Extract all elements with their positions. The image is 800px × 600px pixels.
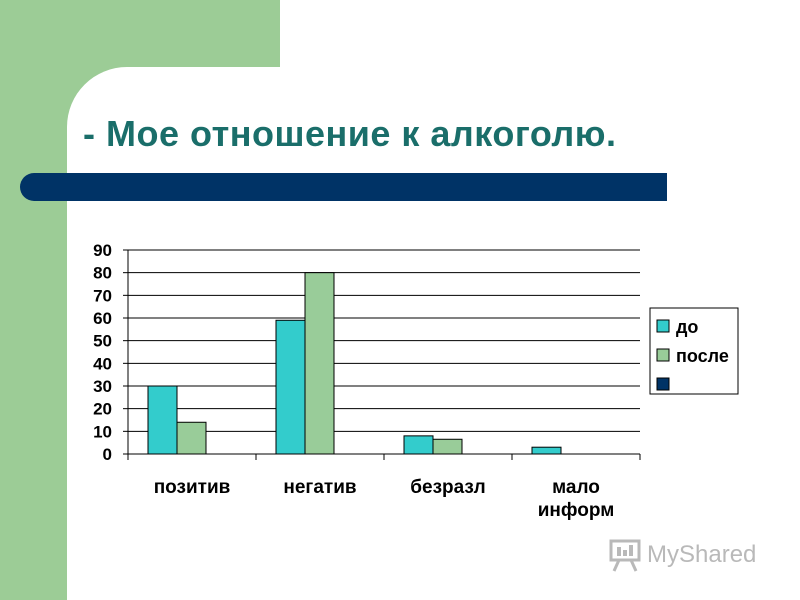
bar-до-безразл [403,435,434,455]
y-tick-label: 60 [93,309,112,328]
x-category-label: безразл [410,477,485,498]
x-category-label: негатив [283,477,356,498]
y-tick-label: 10 [93,422,112,441]
title-underline-bar [20,173,667,201]
y-tick-label: 50 [93,332,112,351]
legend-swatch [656,319,670,333]
bar-до-позитив [147,385,178,455]
y-tick-label: 90 [93,241,112,260]
background-green-strip [0,0,67,600]
y-tick-label: 40 [93,354,112,373]
x-category-label: мало [552,477,600,498]
x-category-label: позитив [154,477,231,498]
x-category-label: информ [538,500,615,521]
legend-label: до [676,317,698,337]
y-tick-label: 70 [93,286,112,305]
legend-swatch [656,377,670,391]
slide-title: - Мое отношение к алкоголю. [83,113,617,154]
y-tick-label: 0 [103,445,112,464]
bar-до-мало-информ [531,446,562,455]
watermark: MyShared [607,538,756,572]
y-tick-label: 20 [93,400,112,419]
watermark-text: MyShared [647,541,757,568]
bar-после-негатив [304,272,335,455]
legend-label: после [676,346,729,366]
bar-после-безразл [432,438,463,455]
y-tick-label: 30 [93,377,112,396]
bar-до-негатив [275,319,306,455]
presentation-board-icon [609,539,641,572]
y-tick-label: 80 [93,264,112,283]
bar-после-позитив [176,421,207,455]
legend-swatch [656,348,670,362]
